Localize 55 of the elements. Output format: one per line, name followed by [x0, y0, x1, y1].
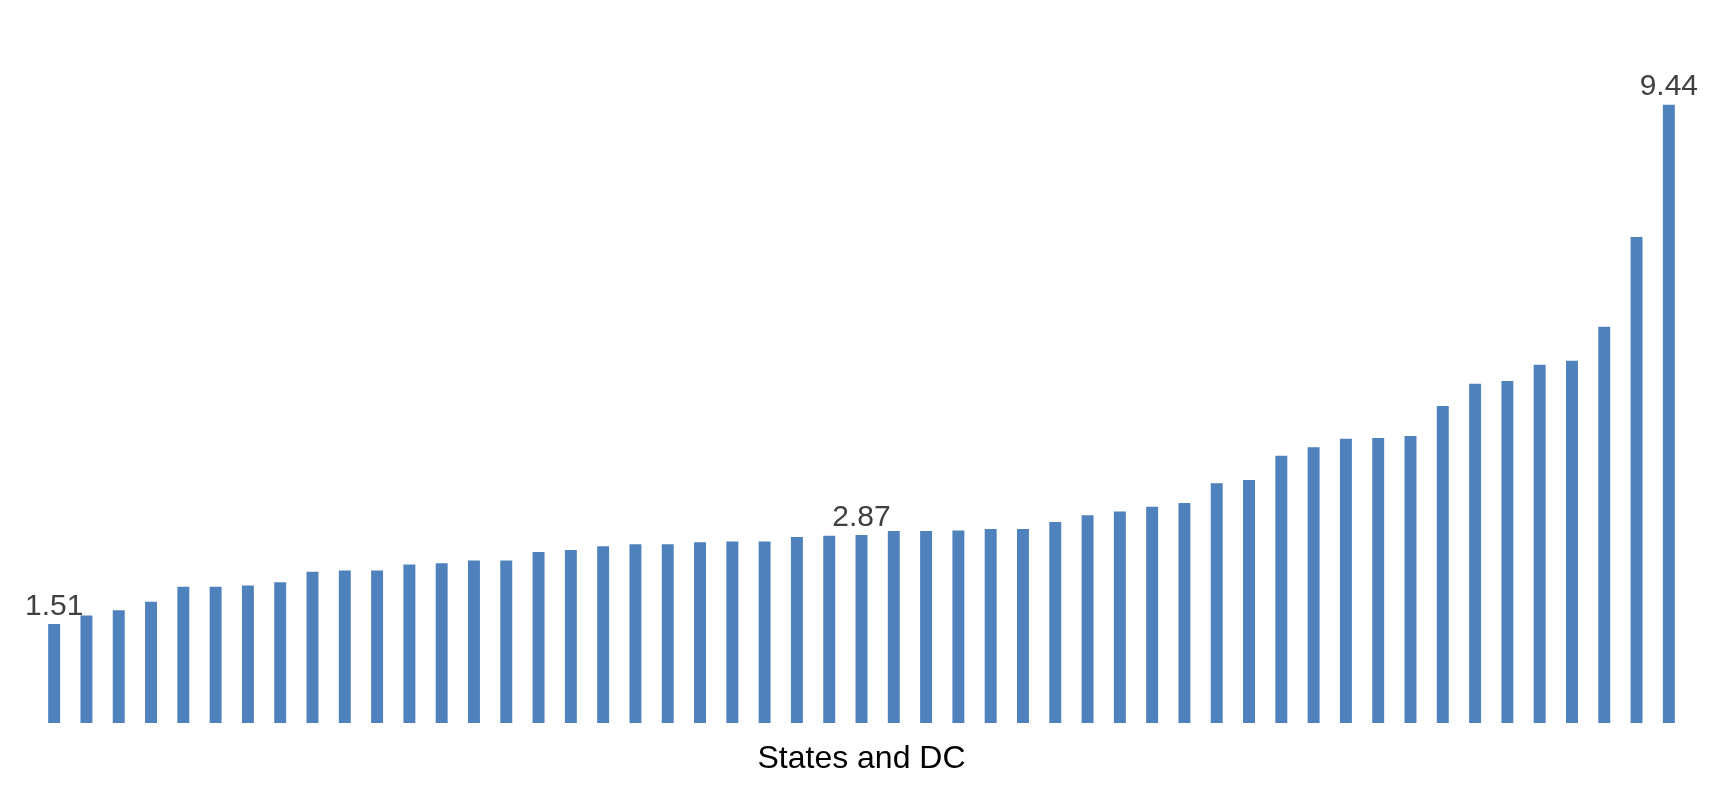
bar: [1243, 480, 1255, 723]
bar: [1630, 236, 1643, 723]
bar: [564, 550, 577, 723]
bar: [984, 529, 997, 723]
bar: [532, 552, 545, 723]
bar: [145, 601, 157, 723]
bar: [855, 535, 868, 723]
bar: [887, 531, 900, 723]
bar: [1662, 104, 1675, 723]
bar: [758, 541, 771, 723]
x-axis-title: States and DC: [757, 739, 966, 775]
bar: [306, 571, 319, 723]
bar: [1081, 515, 1094, 723]
bar: [468, 560, 480, 723]
bar: [241, 585, 254, 723]
bar: [823, 535, 836, 723]
bar: [80, 615, 93, 723]
bar: [435, 563, 448, 723]
data-label: 1.51: [24, 587, 84, 621]
bar: [1436, 405, 1449, 723]
bar: [1178, 502, 1191, 723]
bar: [338, 570, 351, 723]
data-label: 9.44: [1639, 68, 1699, 102]
bar: [1372, 438, 1385, 723]
bar: [629, 544, 642, 723]
bar: [952, 530, 965, 723]
bar: [112, 610, 125, 723]
bar: [1501, 381, 1514, 723]
bar: [790, 536, 803, 723]
bar: [1210, 483, 1223, 723]
bar: [274, 582, 287, 723]
bar: [597, 546, 610, 723]
bar: [1017, 529, 1029, 723]
bar: [1275, 455, 1288, 723]
bar: [694, 542, 706, 723]
bar: [48, 624, 61, 723]
bar: [661, 544, 674, 723]
bar: [1307, 447, 1320, 723]
bar: [177, 586, 190, 723]
bar: [1146, 506, 1159, 723]
bar: [1598, 326, 1611, 723]
bar: [371, 570, 384, 723]
bar: [1469, 383, 1482, 723]
bar: [1339, 438, 1352, 723]
bar: [209, 586, 222, 723]
bar: [726, 541, 739, 723]
bar: [1049, 521, 1062, 723]
bar: [1113, 511, 1126, 723]
data-label: 2.87: [832, 498, 891, 532]
bar: [1404, 436, 1417, 723]
bar: [920, 531, 933, 723]
bar: [403, 564, 416, 723]
bar: [1533, 364, 1546, 723]
bar: [1566, 360, 1578, 723]
bar: [500, 560, 513, 723]
